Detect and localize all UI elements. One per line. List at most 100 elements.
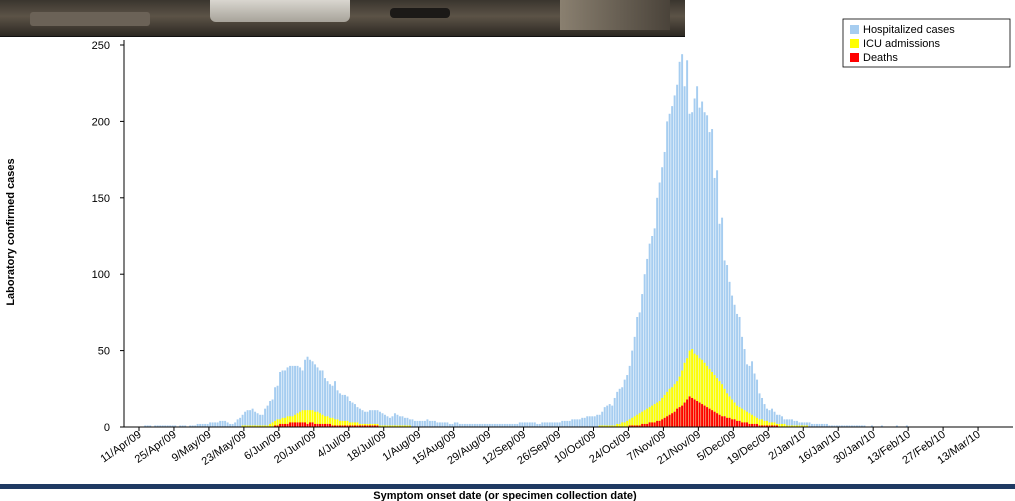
- bar: [753, 416, 756, 427]
- bar: [753, 423, 756, 427]
- bar: [713, 177, 716, 427]
- bar: [304, 422, 307, 427]
- bar: [506, 423, 509, 427]
- series-1: [241, 349, 808, 427]
- bar: [591, 416, 594, 427]
- bar: [691, 397, 694, 427]
- bar: [758, 393, 761, 427]
- bar: [324, 416, 326, 427]
- bar: [251, 408, 254, 427]
- bar: [264, 425, 267, 427]
- bar: [596, 414, 599, 427]
- bar: [766, 408, 768, 427]
- bar: [511, 423, 514, 427]
- bar: [773, 422, 776, 427]
- y-tick-label: 150: [92, 193, 110, 205]
- bar: [466, 423, 469, 427]
- bar: [543, 422, 546, 427]
- bar: [241, 425, 244, 427]
- bar: [513, 423, 516, 427]
- bar: [726, 417, 729, 427]
- bar: [311, 410, 314, 427]
- bar: [331, 417, 334, 427]
- bar: [179, 425, 182, 427]
- bar: [666, 391, 669, 427]
- bar: [661, 419, 664, 427]
- bar: [691, 112, 694, 427]
- bar: [656, 402, 659, 427]
- bar: [723, 416, 726, 427]
- bar: [558, 422, 561, 427]
- bar: [683, 86, 686, 427]
- bar: [214, 422, 217, 427]
- bar: [603, 407, 606, 427]
- bar: [156, 425, 159, 427]
- legend-label: Deaths: [863, 52, 898, 64]
- bar: [671, 413, 674, 427]
- bar: [341, 394, 344, 427]
- bar: [294, 414, 297, 427]
- bar: [578, 419, 581, 427]
- bar: [593, 416, 596, 427]
- bar: [336, 425, 339, 427]
- bar: [276, 419, 279, 427]
- bar: [314, 411, 317, 427]
- bar: [301, 410, 304, 427]
- bar: [646, 423, 649, 427]
- bar: [743, 410, 746, 427]
- bar: [773, 411, 776, 427]
- bar: [286, 423, 289, 427]
- bar: [693, 353, 696, 427]
- bar: [656, 197, 659, 427]
- bar: [209, 422, 212, 427]
- bar: [329, 417, 331, 427]
- bar: [731, 295, 734, 427]
- bar: [798, 425, 801, 427]
- bar: [296, 365, 299, 427]
- bar: [341, 420, 344, 427]
- bar: [496, 423, 499, 427]
- bar: [733, 419, 736, 427]
- x-axis-label: Symptom onset date (or specimen collecti…: [373, 490, 637, 501]
- bar: [294, 422, 297, 427]
- bar: [421, 420, 424, 427]
- bar: [603, 425, 606, 427]
- bar: [808, 422, 811, 427]
- bar: [319, 413, 322, 427]
- bar: [845, 425, 848, 427]
- bar: [716, 413, 719, 427]
- bar: [281, 370, 284, 427]
- bar: [251, 425, 254, 427]
- bar: [631, 417, 634, 427]
- bar: [771, 425, 773, 427]
- bar: [756, 417, 759, 427]
- bar: [741, 408, 744, 427]
- bar: [860, 425, 863, 427]
- bar: [646, 258, 649, 427]
- bar: [366, 411, 369, 427]
- bar: [551, 422, 554, 427]
- bar: [718, 381, 721, 427]
- bar: [703, 405, 706, 427]
- bar: [526, 422, 529, 427]
- bar: [753, 373, 756, 427]
- bar: [378, 425, 381, 427]
- bar: [381, 425, 384, 427]
- bar: [239, 417, 242, 427]
- bar: [284, 417, 287, 427]
- bar: [478, 423, 481, 427]
- bar: [616, 423, 619, 427]
- bar: [608, 425, 611, 427]
- bar: [331, 425, 334, 427]
- bar: [711, 129, 714, 428]
- bar: [741, 422, 744, 427]
- bar: [359, 425, 361, 427]
- x-tick-label: 18/Jul/09: [345, 429, 388, 464]
- legend-swatch: [850, 53, 859, 62]
- legend: Hospitalized cases ICU admissions Deaths: [842, 18, 1011, 68]
- bar: [608, 404, 611, 427]
- bar: [748, 423, 751, 427]
- bar: [184, 425, 187, 427]
- bar: [651, 422, 654, 427]
- bar: [438, 422, 441, 427]
